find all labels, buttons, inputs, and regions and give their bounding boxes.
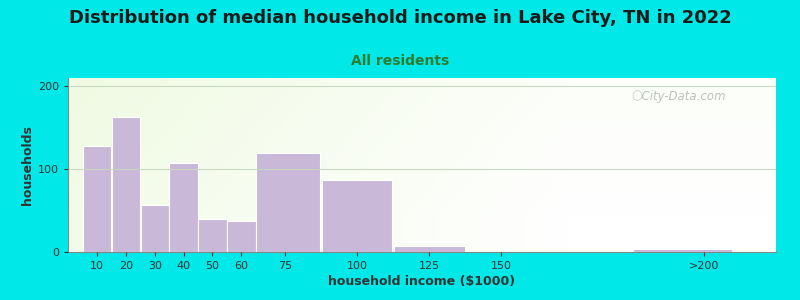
Bar xyxy=(141,205,169,252)
Bar xyxy=(633,249,732,252)
Bar xyxy=(257,153,320,252)
Text: All residents: All residents xyxy=(351,54,449,68)
Bar xyxy=(394,246,465,252)
Text: City-Data.com: City-Data.com xyxy=(634,90,726,103)
Y-axis label: households: households xyxy=(21,125,34,205)
X-axis label: household income ($1000): household income ($1000) xyxy=(329,275,515,288)
Bar xyxy=(198,219,226,252)
Text: ○: ○ xyxy=(631,89,642,102)
Bar xyxy=(322,180,392,252)
Bar xyxy=(227,220,255,252)
Bar xyxy=(82,146,111,252)
Bar xyxy=(112,117,140,252)
Bar xyxy=(170,163,198,252)
Text: Distribution of median household income in Lake City, TN in 2022: Distribution of median household income … xyxy=(69,9,731,27)
